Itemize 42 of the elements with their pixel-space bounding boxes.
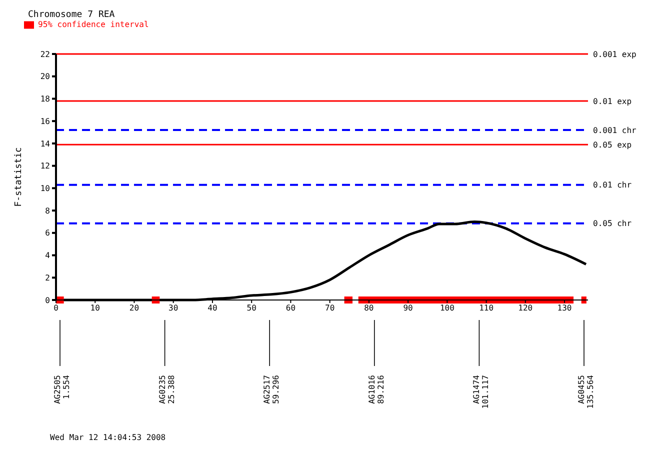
x-tick-label: 60 [286,304,296,313]
x-tick-label: 80 [364,304,374,313]
y-tick-label: 6 [45,228,50,238]
ref-line-label: 0.05 exp [593,140,632,150]
x-tick-label: 0 [54,304,59,313]
x-tick-label: 130 [557,304,572,313]
ref-line-label: 0.05 chr [593,219,632,228]
y-axis-title: F-statistic [14,147,24,207]
y-tick-label: 4 [45,251,50,260]
x-tick-label: 110 [479,304,494,313]
ref-line-label: 0.001 chr [593,126,637,135]
text: Wed Mar 12 14:04:53 2008 [50,433,166,442]
x-tick-label: 90 [403,304,414,313]
text: AG0455 135.564 [577,374,595,409]
y-tick-label: 20 [40,72,50,82]
ref-line-label: 0.01 exp [593,96,632,106]
x-tick-label: 20 [129,304,140,313]
y-tick-label: 8 [45,206,50,216]
y-tick-label: 10 [40,184,50,194]
x-tick-label: 10 [90,304,100,313]
legend-label: 95% confidence interval [38,20,149,30]
text: AG0235 25.388 [158,374,176,404]
text: AG1016 89.216 [367,374,386,404]
x-tick-label: 30 [168,304,178,313]
x-tick-label: 40 [208,304,218,313]
y-tick-label: 2 [45,273,50,282]
ref-line-label: 0.001 exp [593,50,637,59]
y-tick-label: 16 [40,116,50,126]
y-tick-label: 22 [40,50,50,59]
y-tick-label: 12 [40,162,50,171]
x-tick-label: 100 [440,304,455,313]
text: AG2505 1.554 [53,374,71,404]
ref-line-label: 0.01 chr [593,180,632,190]
x-tick-label: 50 [246,304,257,313]
y-tick-label: 14 [40,139,50,148]
y-tick-label: 0 [45,296,50,305]
y-tick-label: 18 [40,94,50,104]
text: AG2517 59.296 [262,374,281,404]
chart-title: Chromosome 7 REA [28,10,115,20]
x-tick-label: 120 [518,304,533,313]
x-tick-label: 70 [325,304,335,313]
text: AG1474 101.117 [472,374,490,409]
